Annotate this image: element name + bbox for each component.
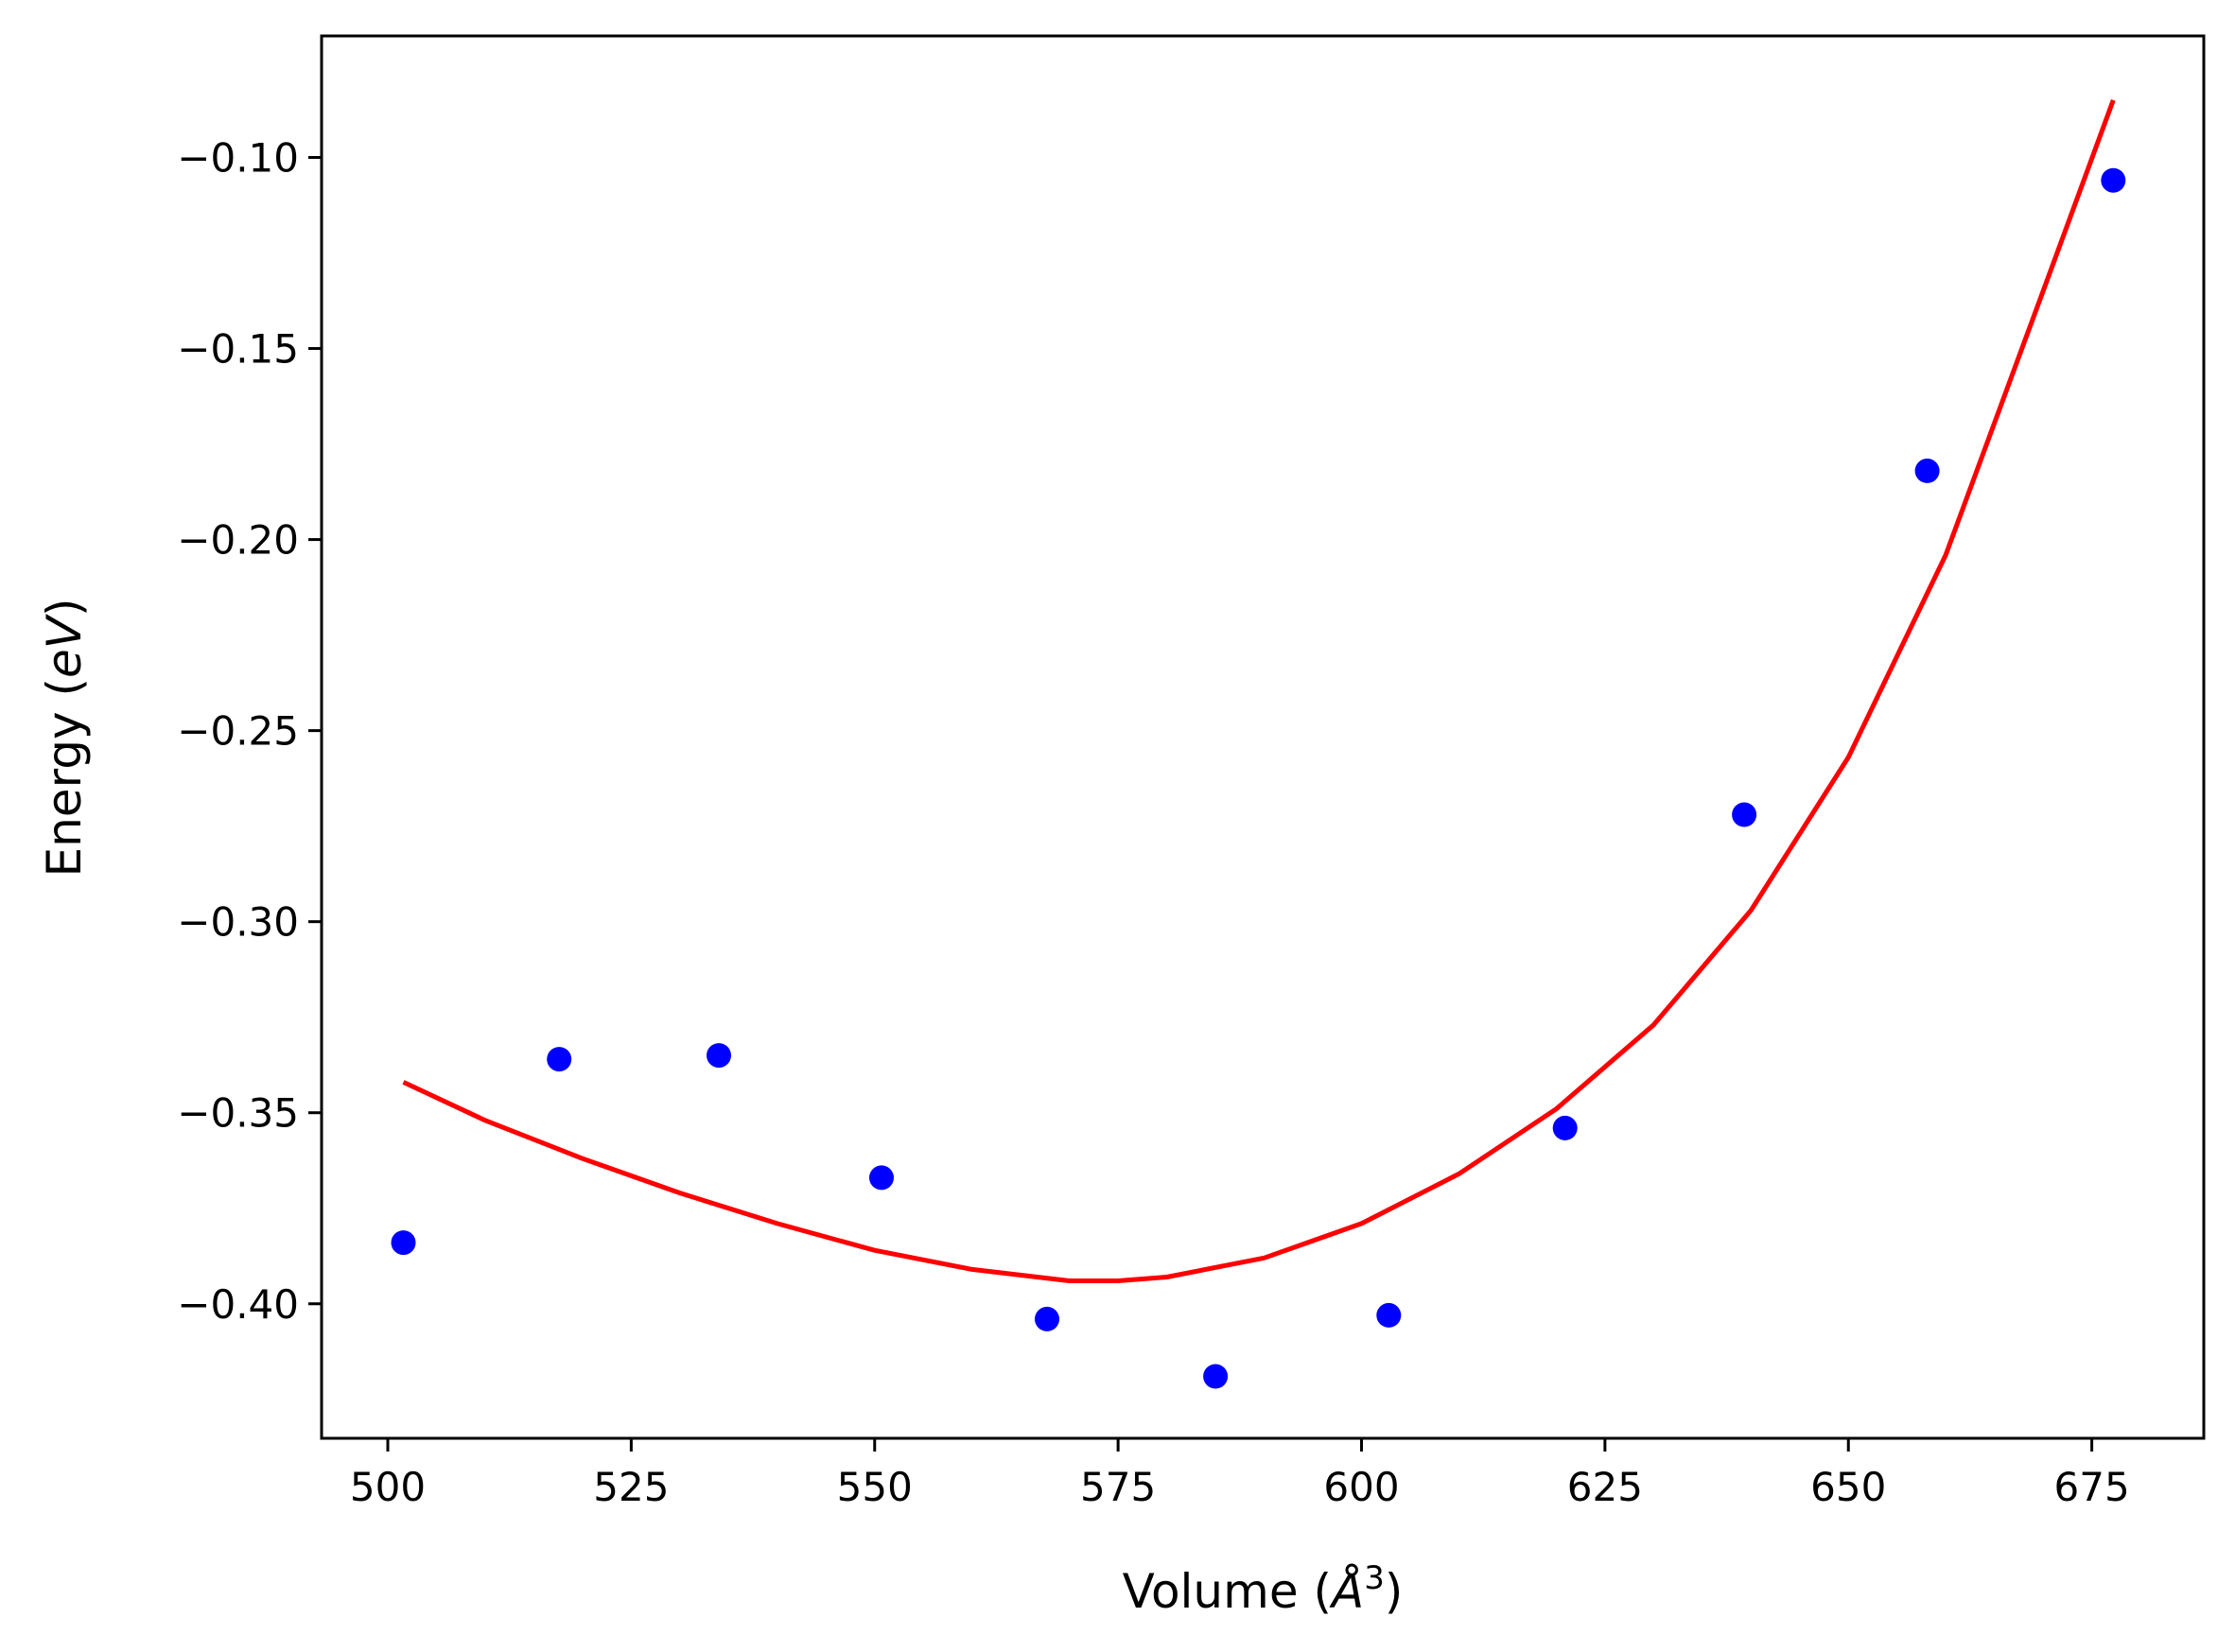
x-tick-label: 575 — [1080, 1464, 1156, 1510]
data-point — [1914, 458, 1940, 483]
x-tick-label: 525 — [593, 1464, 669, 1510]
y-tick-label: −0.30 — [177, 899, 299, 946]
data-point — [547, 1047, 572, 1072]
x-tick-label: 675 — [2054, 1464, 2130, 1510]
x-tick-label: 625 — [1567, 1464, 1643, 1510]
data-points-layer — [391, 167, 2126, 1389]
data-point — [707, 1043, 731, 1069]
fit-curve-layer — [402, 99, 2116, 1283]
y-axis-label: Energy (eV) — [37, 599, 92, 878]
x-axis-label: Volume (Å3) — [1123, 1559, 1404, 1619]
x-axis: 500 525 550 575 600 625 650 675 — [350, 1438, 2130, 1510]
y-tick-label: −0.35 — [177, 1090, 299, 1137]
x-tick-label: 650 — [1810, 1464, 1886, 1510]
x-tick-label: 550 — [837, 1464, 913, 1510]
data-point — [1552, 1115, 1578, 1140]
y-tick-label: −0.20 — [177, 517, 299, 564]
y-tick-label: −0.25 — [177, 708, 299, 755]
data-point — [1732, 802, 1757, 827]
data-point — [391, 1230, 416, 1256]
data-point — [1035, 1306, 1059, 1331]
y-tick-label: −0.40 — [177, 1281, 299, 1328]
data-point — [2101, 167, 2126, 193]
x-tick-label: 600 — [1323, 1464, 1399, 1510]
data-point — [1376, 1302, 1402, 1328]
x-tick-label: 500 — [350, 1464, 426, 1510]
y-tick-label: −0.15 — [177, 326, 299, 373]
data-point — [869, 1165, 894, 1191]
y-tick-label: −0.10 — [177, 134, 299, 181]
fit-curve-line — [402, 99, 2116, 1283]
plot-frame — [320, 34, 2206, 1440]
data-point — [1203, 1364, 1229, 1389]
y-axis: −0.10 −0.15 −0.20 −0.25 −0.30 −0.35 −0.40 — [177, 134, 322, 1328]
